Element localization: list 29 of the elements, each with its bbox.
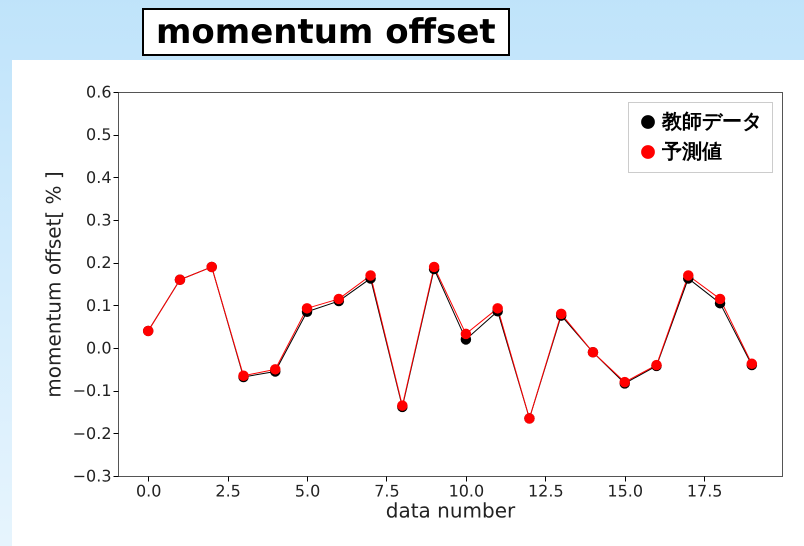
y-tick-label: −0.2 xyxy=(72,424,112,443)
y-tick-label: 0.4 xyxy=(86,168,112,187)
legend-label: 予測値 xyxy=(661,139,722,163)
x-tick-label: 5.0 xyxy=(294,482,320,500)
point xyxy=(460,328,472,340)
point xyxy=(683,270,694,281)
y-axis-title: momentum offset[ % ] xyxy=(42,171,66,398)
y-tick-label: −0.3 xyxy=(72,466,112,486)
x-axis-title: data number xyxy=(386,498,516,522)
y-tick-label: 0.5 xyxy=(86,125,112,144)
x-tick-label: 15.0 xyxy=(607,482,644,500)
x-tick-label: 0.0 xyxy=(136,482,162,500)
legend-label: 教師データ xyxy=(661,109,762,133)
y-tick-label: 0.6 xyxy=(86,82,112,102)
point xyxy=(714,294,726,304)
y-tick-label: 0.2 xyxy=(86,253,112,272)
point xyxy=(492,303,503,314)
y-tick-label: 0.1 xyxy=(86,296,112,315)
x-tick-label: 2.5 xyxy=(215,482,241,500)
y-tick-label: −0.1 xyxy=(72,381,112,400)
y-tick-label: 0.0 xyxy=(86,338,112,358)
x-tick-label: 17.5 xyxy=(686,482,722,500)
point xyxy=(302,303,312,314)
x-tick-label: 12.5 xyxy=(528,482,564,500)
chart-title: momentum offset xyxy=(142,8,510,56)
x-tick-label: 10.0 xyxy=(448,482,484,500)
y-tick-label: 0.3 xyxy=(86,210,112,230)
x-tick-label: 7.5 xyxy=(374,482,400,500)
point xyxy=(365,270,376,281)
